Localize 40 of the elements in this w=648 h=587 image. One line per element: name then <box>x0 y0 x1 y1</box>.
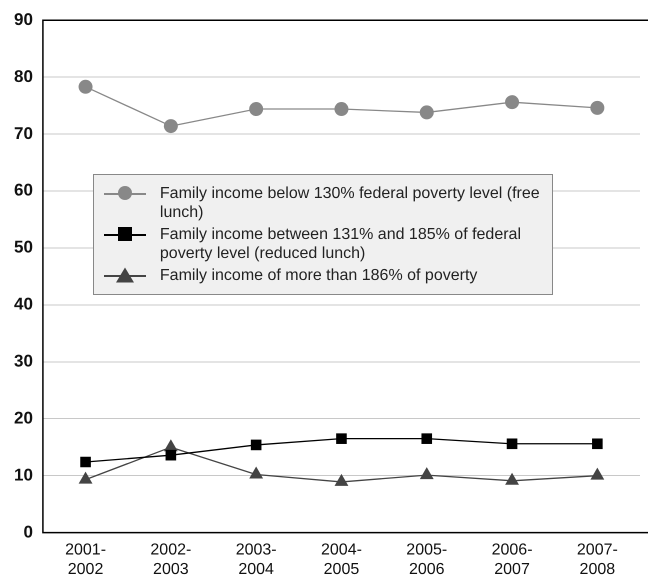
y-tick-label: 90 <box>14 10 33 29</box>
point <box>249 466 264 479</box>
y-tick-label: 60 <box>14 180 33 200</box>
y-tick-label: 70 <box>14 124 33 143</box>
y-tick-label: 40 <box>14 294 33 314</box>
point <box>164 119 178 134</box>
point <box>166 450 176 460</box>
point <box>80 456 91 468</box>
point <box>420 105 434 120</box>
point <box>78 472 92 484</box>
x-tick-label: 2003-2004 <box>236 542 277 578</box>
point <box>421 433 432 444</box>
x-tick-label: 2001-2002 <box>65 542 106 578</box>
x-tick-label: 2002-2003 <box>150 542 192 578</box>
point <box>336 433 347 444</box>
legend-label: Family income of more than 186% of poverty <box>160 266 478 285</box>
point <box>250 440 262 450</box>
y-tick-label: 10 <box>14 465 33 484</box>
point <box>592 438 603 450</box>
point <box>249 102 264 116</box>
x-tick-label: 2006-2007 <box>492 542 533 578</box>
x-tick-label: 2007-2008 <box>576 542 618 578</box>
point <box>590 100 604 115</box>
point <box>420 467 434 480</box>
point <box>506 438 518 450</box>
x-tick-label: 2004-2005 <box>320 542 362 578</box>
y-tick-label: 80 <box>14 66 33 86</box>
point <box>78 80 93 94</box>
y-tick-label: 50 <box>14 238 33 257</box>
point <box>505 472 519 485</box>
point <box>505 95 520 110</box>
point <box>334 102 348 116</box>
point <box>590 468 604 480</box>
point <box>334 474 348 486</box>
y-tick-label: 20 <box>14 408 33 428</box>
y-tick-label: 30 <box>14 351 33 370</box>
y-tick-label: 0 <box>23 522 33 542</box>
legend-label: Family income between 131% and 185% of federal poverty level (reduced lunch) <box>160 224 522 263</box>
x-tick-label: 2005-2006 <box>406 542 448 578</box>
legend-label: Family income below 130% federal poverty level (free lunch) <box>160 184 541 222</box>
